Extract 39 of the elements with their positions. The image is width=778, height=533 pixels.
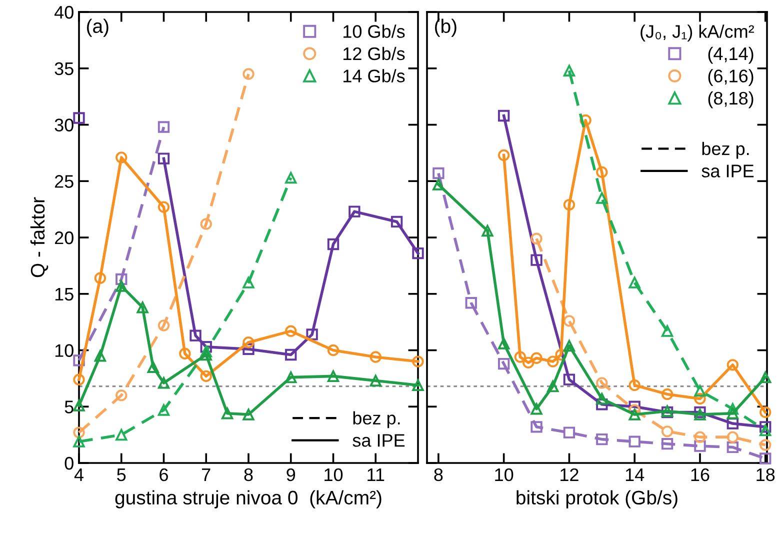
y-tick-label: 25 [54, 175, 74, 188]
x-tick-label: 8 [244, 468, 253, 482]
x-tick-label: 9 [286, 468, 296, 482]
legend-label: 14 Gb/s [344, 69, 405, 82]
y-axis-title: Q - faktor [30, 197, 48, 278]
legend-label: (8,18) [708, 91, 754, 108]
y-tick-label: 35 [54, 62, 74, 76]
x-tick-label: 10 [324, 468, 343, 482]
x-tick-label: 14 [626, 468, 644, 481]
legend-label: (6,16) [708, 69, 754, 86]
x-tick-label: 10 [495, 468, 514, 482]
x-tick-label: 7 [202, 468, 210, 481]
y-tick-label: 30 [54, 118, 74, 132]
x-tick-label: 11 [368, 468, 384, 481]
x-tick-label: 16 [691, 468, 710, 482]
y-tick-label: 20 [54, 231, 74, 244]
annotation: sa IPE [702, 164, 754, 178]
annotation: bez p. [702, 142, 749, 159]
annotation: bez p. [353, 411, 400, 428]
x-axis-title: bitski protok (Gb/s) [516, 490, 678, 508]
legend-label: (4,14) [708, 46, 754, 64]
x-axis-title: gustina struje nivoa 0 (kA/cm²) [115, 490, 382, 508]
legend-title: (J₀, J₁) kA/cm² [640, 24, 754, 42]
x-tick-label: 18 [756, 468, 775, 482]
y-tick-label: 40 [54, 6, 74, 19]
x-tick-label: 8 [434, 468, 443, 482]
y-tick-label: 15 [55, 288, 74, 301]
chart-title: (b) [435, 18, 456, 37]
x-tick-label: 5 [117, 468, 126, 482]
y-tick-label: 10 [55, 344, 74, 357]
annotation: sa IPE [352, 434, 405, 447]
x-tick-label: 4 [74, 468, 84, 481]
legend-label: 10 Gb/s [344, 24, 405, 38]
y-tick-label: 5 [64, 400, 74, 414]
legend-label: 12 Gb/s [344, 46, 405, 60]
y-tick-label: 0 [64, 456, 74, 470]
x-tick-label: 12 [560, 468, 578, 481]
x-tick-label: 6 [160, 468, 168, 482]
chart-title: (a) [86, 18, 108, 37]
